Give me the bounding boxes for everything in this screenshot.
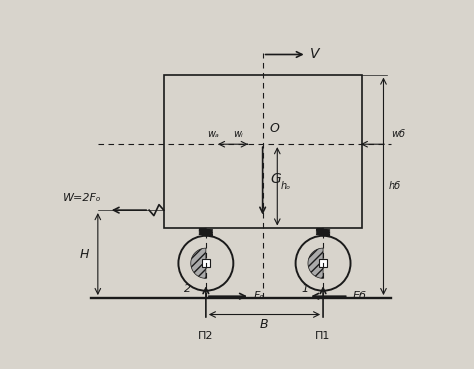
Text: V: V (310, 48, 320, 62)
Text: 2: 2 (184, 284, 191, 294)
Text: Fₒ: Fₒ (254, 291, 264, 301)
Text: 1: 1 (301, 284, 309, 294)
Text: wб: wб (391, 129, 405, 139)
Text: Π1: Π1 (315, 331, 331, 341)
Text: W=2Fₒ: W=2Fₒ (63, 193, 101, 203)
Text: hₒ: hₒ (281, 181, 291, 192)
Text: wᵢ: wᵢ (233, 129, 243, 139)
Text: H: H (79, 248, 89, 261)
FancyBboxPatch shape (319, 259, 327, 268)
FancyBboxPatch shape (202, 259, 210, 268)
Text: B: B (260, 318, 269, 331)
Polygon shape (308, 248, 323, 278)
Text: wₐ: wₐ (207, 129, 219, 139)
Text: hб: hб (389, 181, 401, 192)
Text: O: O (270, 122, 280, 135)
Text: Eб: Eб (352, 291, 366, 301)
Text: Π2: Π2 (198, 331, 214, 341)
Text: G: G (270, 172, 281, 186)
Polygon shape (191, 248, 206, 278)
